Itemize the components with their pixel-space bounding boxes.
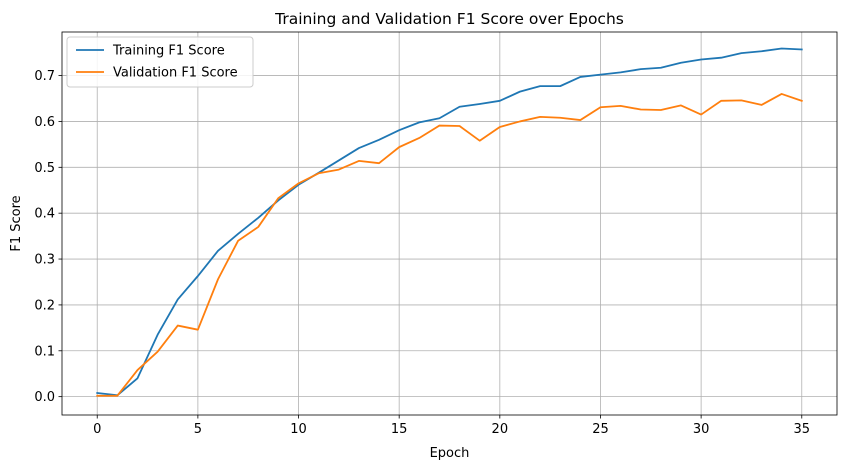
legend-label-training: Training F1 Score bbox=[112, 44, 225, 59]
x-tick-label: 0 bbox=[93, 422, 101, 437]
data-series bbox=[96, 47, 803, 397]
chart-title: Training and Validation F1 Score over Ep… bbox=[274, 10, 624, 28]
x-tick-label: 35 bbox=[793, 422, 810, 437]
y-tick-label: 0.5 bbox=[34, 161, 55, 176]
training-f1-line bbox=[96, 47, 803, 397]
plot-area bbox=[62, 32, 837, 415]
x-tick-label: 25 bbox=[592, 422, 609, 437]
axis-ticks: 0 5 10 15 20 25 30 35 0.0 0.1 0.2 0.3 0.4 0.5 0.6 0.7 bbox=[34, 69, 810, 437]
plot-frame bbox=[61, 31, 838, 416]
x-tick-label: 10 bbox=[290, 422, 307, 437]
x-tick-label: 30 bbox=[693, 422, 710, 437]
x-tick-label: 15 bbox=[391, 422, 408, 437]
y-axis-title: F1 Score bbox=[9, 195, 24, 251]
y-tick-label: 0.4 bbox=[34, 207, 55, 222]
legend-label-validation: Validation F1 Score bbox=[113, 66, 238, 81]
grid-lines bbox=[62, 32, 837, 415]
y-tick-label: 0.7 bbox=[34, 69, 55, 84]
x-tick-label: 20 bbox=[492, 422, 509, 437]
x-tick-label: 5 bbox=[194, 422, 202, 437]
y-tick-label: 0.6 bbox=[34, 115, 55, 130]
y-tick-label: 0.0 bbox=[34, 390, 55, 405]
y-tick-label: 0.3 bbox=[34, 253, 55, 268]
legend: Training F1 Score Validation F1 Score bbox=[66, 36, 254, 88]
x-axis-title: Epoch bbox=[430, 446, 470, 461]
y-tick-label: 0.2 bbox=[34, 298, 55, 313]
legend-box bbox=[66, 36, 254, 88]
validation-f1-line bbox=[96, 93, 803, 397]
y-tick-label: 0.1 bbox=[34, 344, 55, 359]
